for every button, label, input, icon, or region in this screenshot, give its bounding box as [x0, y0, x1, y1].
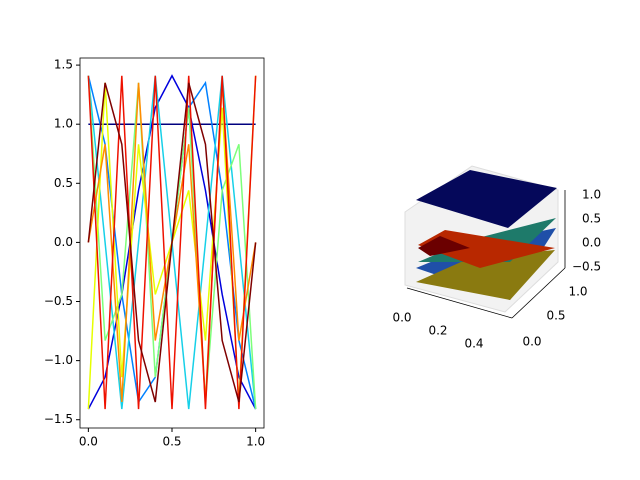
x-tick-label: 0.0	[79, 435, 98, 449]
y-tick-label: 0.5	[54, 176, 73, 190]
y-tick-label: 0.0	[54, 235, 73, 249]
z-tick-label: 0.0	[582, 236, 601, 250]
surface	[416, 170, 557, 228]
line	[87, 75, 257, 410]
x-tick-label: 0.0	[392, 311, 411, 325]
axis-line	[406, 287, 513, 319]
y-tick-label: 1.0	[568, 285, 587, 299]
z-tick-label: −0.5	[572, 260, 601, 274]
y-tick-label: −0.5	[44, 294, 73, 308]
y-tick-label: 0.5	[546, 309, 565, 323]
y-tick-label: −1.0	[44, 353, 73, 367]
axis-line	[511, 267, 566, 319]
x-tick-label: 0.2	[428, 324, 447, 338]
surface	[418, 230, 555, 268]
surface	[416, 250, 555, 300]
x-tick-label: 1.0	[246, 435, 265, 449]
line	[87, 82, 257, 403]
x-tick-label: 0.4	[464, 337, 483, 351]
y-tick-label: −1.5	[44, 412, 73, 426]
y-tick-label: 1.5	[54, 58, 73, 72]
z-tick-label: 0.5	[582, 212, 601, 226]
surface	[418, 236, 470, 256]
y-tick-label: 1.0	[54, 117, 73, 131]
x-tick-label: 0.5	[162, 435, 181, 449]
z-tick-label: 1.0	[582, 188, 601, 202]
axes-3d: 0.0 0.2 0.4 0.0 0.5 1.0 −0.5 0.0 0.5 1.0	[392, 165, 601, 351]
y-tick-label: 0.0	[522, 335, 541, 349]
